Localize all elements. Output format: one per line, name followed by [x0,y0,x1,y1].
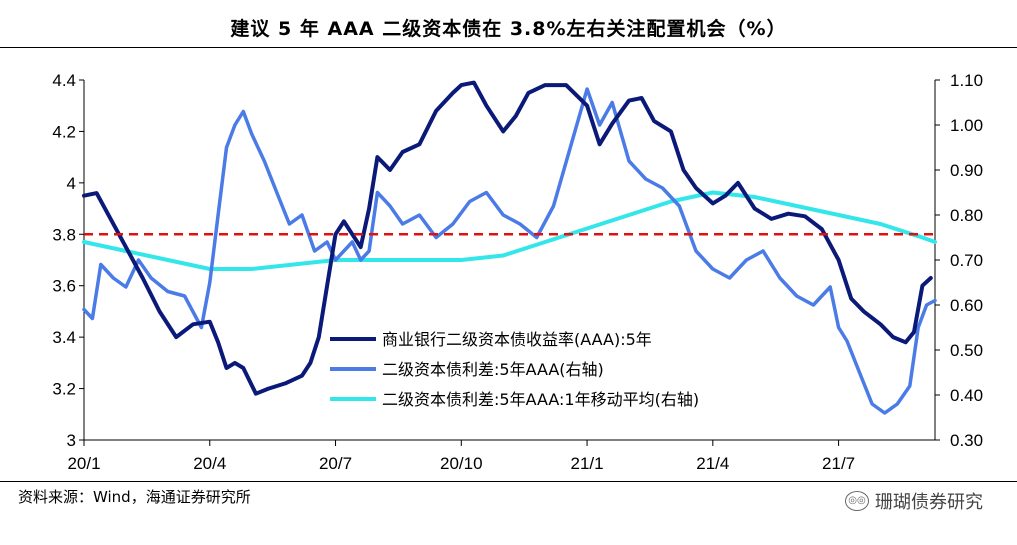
left-tick-label: 4 [67,174,76,193]
right-tick-label: 1.00 [950,116,983,135]
right-tick-label: 0.50 [950,341,983,360]
legend-label-2: 二级资本债利差:5年AAA:1年移动平均(右轴) [382,390,699,409]
right-tick-label: 0.30 [950,431,983,450]
legend-label-1: 二级资本债利差:5年AAA(右轴) [382,360,604,379]
right-tick-label: 0.70 [950,251,983,270]
series-line-1 [82,87,937,415]
right-tick-label: 1.10 [950,71,983,90]
wechat-icon: ◎◎ [845,491,869,511]
left-tick-label: 3.4 [52,328,76,347]
right-tick-label: 0.90 [950,161,983,180]
x-tick-label: 20/4 [193,454,226,473]
x-tick-label: 20/1 [67,454,100,473]
title-divider [0,47,1017,48]
right-tick-label: 0.80 [950,206,983,225]
series-line-0 [82,80,933,396]
x-tick-label: 21/1 [571,454,604,473]
right-tick-label: 0.60 [950,296,983,315]
legend-label-0: 商业银行二级资本债收益率(AAA):5年 [382,330,652,349]
left-tick-label: 3.2 [52,380,76,399]
right-tick-label: 0.40 [950,386,983,405]
watermark-text: 珊瑚债券研究 [875,492,983,513]
watermark: ◎◎ 珊瑚债券研究 [845,488,983,514]
x-tick-label: 20/10 [440,454,483,473]
x-tick-label: 20/7 [319,454,352,473]
left-tick-label: 4.2 [52,122,76,141]
left-tick-label: 3.8 [52,225,76,244]
left-tick-label: 3 [67,431,76,450]
footer-divider [0,481,1017,482]
source-note: 资料来源：Wind，海通证券研究所 [18,488,251,506]
chart-title: 建议 5 年 AAA 二级资本债在 3.8%左右关注配置机会（%） [230,18,787,40]
left-tick-label: 3.6 [52,277,76,296]
x-tick-label: 21/4 [696,454,729,473]
series-line-2 [82,190,937,271]
left-tick-label: 4.4 [52,71,76,90]
x-tick-label: 21/7 [822,454,855,473]
